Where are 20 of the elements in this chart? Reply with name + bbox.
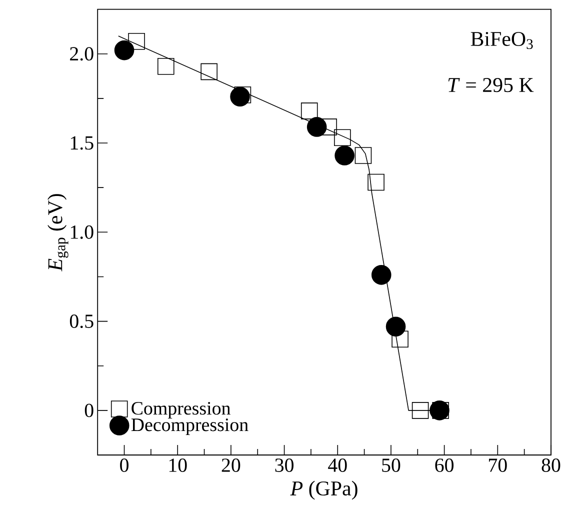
y-tick-label: 0.5 <box>70 314 94 328</box>
x-tick-label: 60 <box>435 458 454 472</box>
x-axis-title: P (GPa) <box>290 480 358 500</box>
x-tick-label: 10 <box>169 458 187 472</box>
y-tick-label: 0 <box>84 404 94 418</box>
y-tick-label: 1.0 <box>70 225 94 239</box>
y-axis-title: E$_{gap}$ (eV) <box>48 194 68 272</box>
x-tick-label: 50 <box>382 458 400 472</box>
x-tick-label: 30 <box>275 458 294 472</box>
y-tick-label: 1.5 <box>70 136 94 150</box>
legend-label: Decompression <box>131 418 248 436</box>
x-tick-label: 80 <box>542 458 560 472</box>
annotation: BiFeO$_{3}$ <box>470 32 533 50</box>
annotation: T = 295 K <box>448 78 534 92</box>
legend-label: Compression <box>132 402 230 419</box>
x-tick-label: 0 <box>120 458 128 472</box>
y-tick-label: 2.0 <box>70 47 94 61</box>
x-tick-label: 20 <box>222 458 240 472</box>
x-tick-label: 40 <box>328 458 347 472</box>
x-tick-label: 70 <box>489 458 507 472</box>
